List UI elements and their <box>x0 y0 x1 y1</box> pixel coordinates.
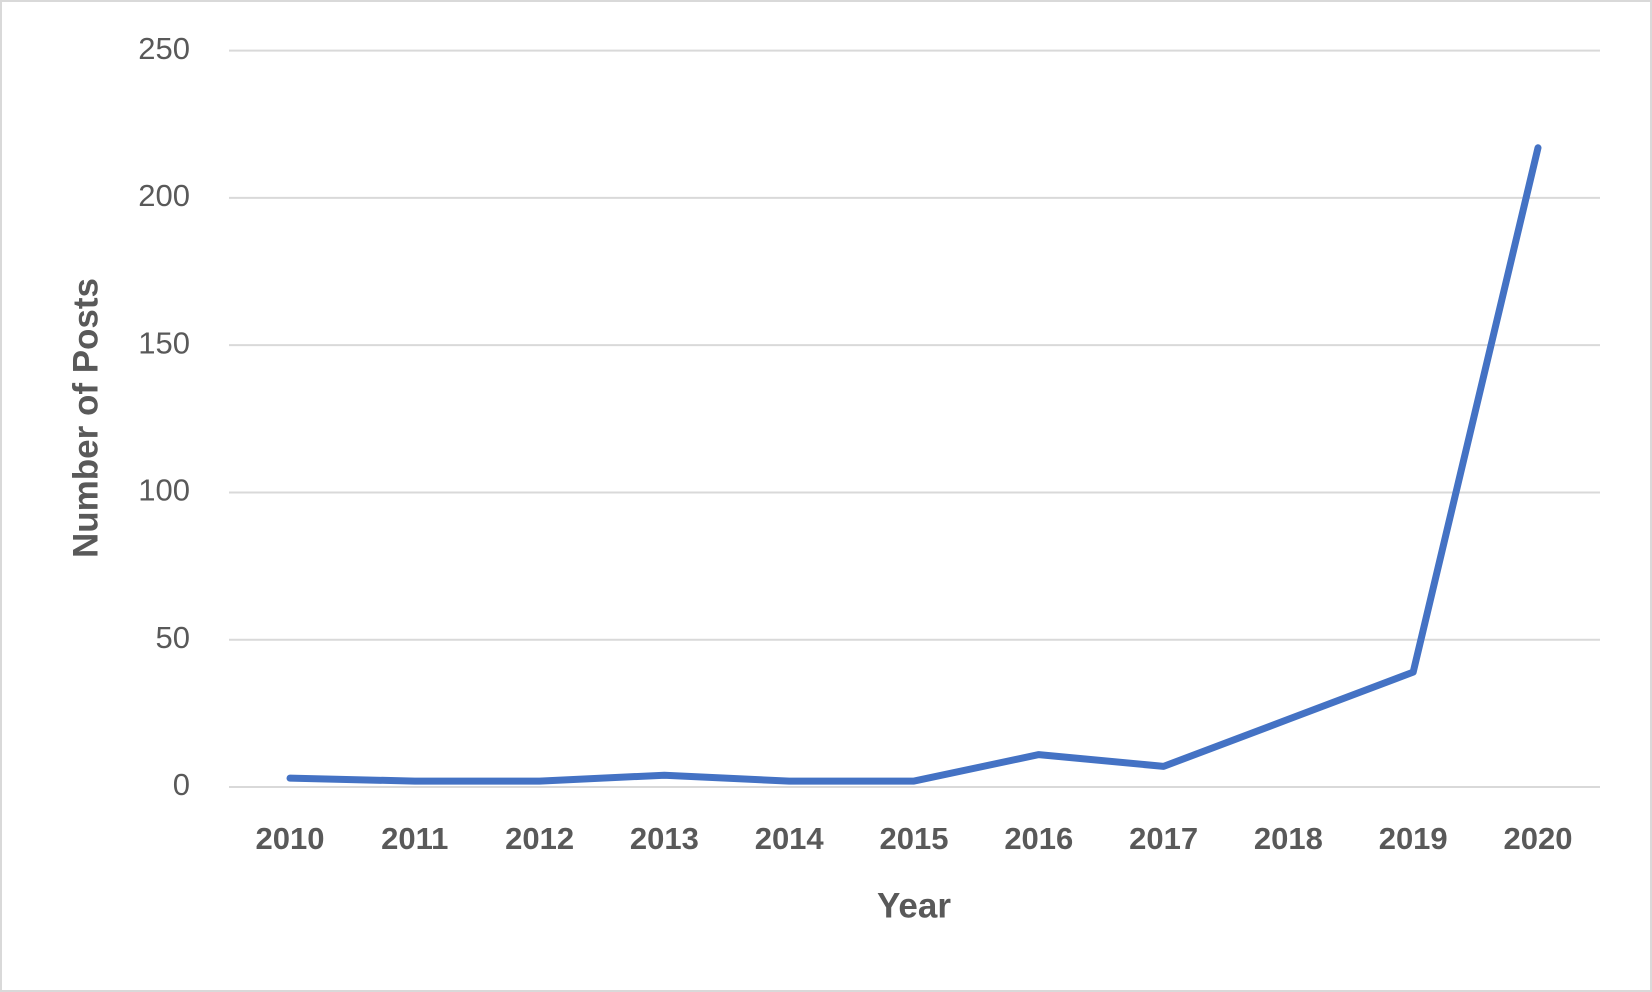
y-axis-title: Number of Posts <box>66 278 105 558</box>
x-tick-label: 2012 <box>505 821 574 856</box>
x-tick-label: 2019 <box>1379 821 1448 856</box>
x-tick-label: 2011 <box>381 821 448 856</box>
y-tick-label: 200 <box>138 178 190 213</box>
x-tick-label: 2010 <box>256 821 325 856</box>
y-tick-label: 0 <box>173 767 190 802</box>
x-axis-title: Year <box>877 886 951 925</box>
y-tick-label: 250 <box>138 31 190 66</box>
x-tick-label: 2017 <box>1129 821 1198 856</box>
y-tick-label: 50 <box>156 620 190 655</box>
y-tick-label: 100 <box>138 473 190 508</box>
y-tick-label: 150 <box>138 325 190 360</box>
x-tick-label: 2020 <box>1504 821 1573 856</box>
x-tick-label: 2015 <box>880 821 949 856</box>
x-tick-label: 2013 <box>630 821 699 856</box>
data-line <box>286 144 1542 785</box>
x-tick-label: 2014 <box>755 821 825 856</box>
x-tick-label: 2018 <box>1254 821 1323 856</box>
x-tick-label: 2016 <box>1004 821 1073 856</box>
